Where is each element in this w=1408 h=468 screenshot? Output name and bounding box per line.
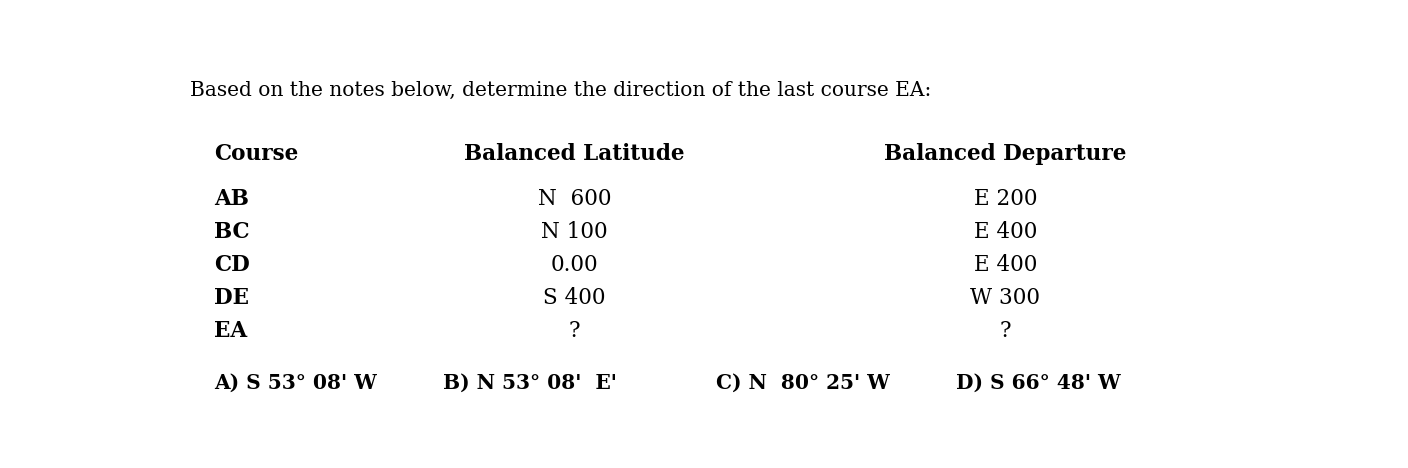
Text: W 300: W 300	[970, 287, 1041, 309]
Text: EA: EA	[214, 320, 248, 342]
Text: E 200: E 200	[973, 188, 1038, 210]
Text: Balanced Departure: Balanced Departure	[884, 143, 1126, 165]
Text: D) S 66° 48' W: D) S 66° 48' W	[956, 373, 1121, 393]
Text: A) S 53° 08' W: A) S 53° 08' W	[214, 373, 377, 393]
Text: DE: DE	[214, 287, 249, 309]
Text: B) N 53° 08'  E': B) N 53° 08' E'	[444, 373, 617, 393]
Text: ?: ?	[569, 320, 580, 342]
Text: BC: BC	[214, 221, 249, 243]
Text: ?: ?	[1000, 320, 1011, 342]
Text: E 400: E 400	[973, 254, 1038, 276]
Text: Balanced Latitude: Balanced Latitude	[465, 143, 684, 165]
Text: S 400: S 400	[543, 287, 605, 309]
Text: N  600: N 600	[538, 188, 611, 210]
Text: E 400: E 400	[973, 221, 1038, 243]
Text: Based on the notes below, determine the direction of the last course EA:: Based on the notes below, determine the …	[190, 81, 932, 100]
Text: CD: CD	[214, 254, 251, 276]
Text: N 100: N 100	[541, 221, 608, 243]
Text: C) N  80° 25' W: C) N 80° 25' W	[717, 373, 890, 393]
Text: Course: Course	[214, 143, 298, 165]
Text: 0.00: 0.00	[551, 254, 598, 276]
Text: AB: AB	[214, 188, 249, 210]
